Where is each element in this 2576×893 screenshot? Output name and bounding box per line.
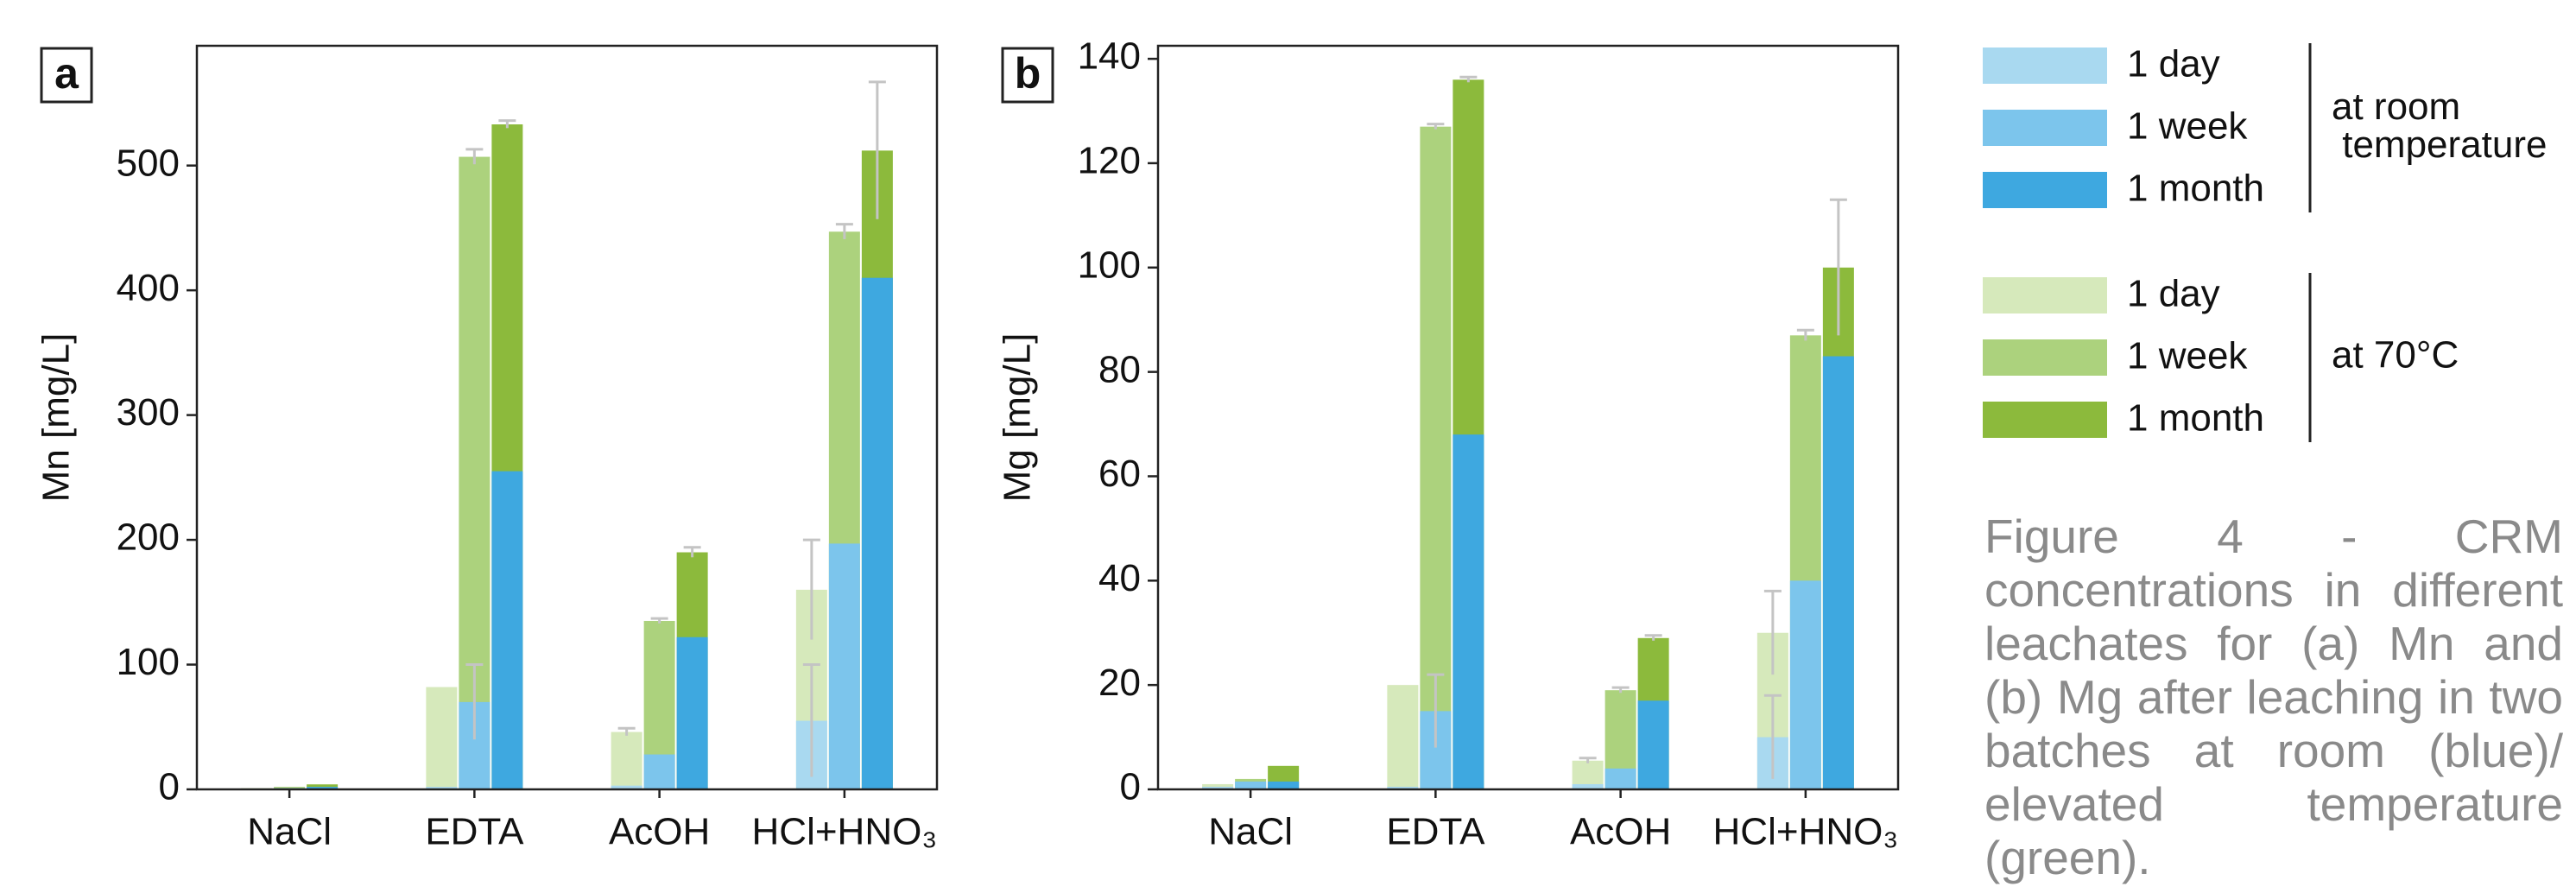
- legend-swatch: [1983, 339, 2107, 376]
- bar: [1387, 786, 1419, 789]
- bar: [307, 787, 339, 789]
- caption: Figure 4 - CRM concentrations in differe…: [1984, 510, 2563, 884]
- bar: [1789, 580, 1821, 789]
- x-tick-label: EDTA: [1386, 811, 1485, 853]
- bar: [643, 754, 675, 789]
- x-tick-label: EDTA: [425, 811, 524, 853]
- legend-label: 1 month: [2127, 397, 2264, 440]
- bar: [1637, 700, 1669, 789]
- bar: [828, 543, 860, 789]
- y-tick-label: 500: [117, 142, 180, 184]
- y-tick-label: 120: [1078, 140, 1141, 182]
- y-axis-label: Mg [mg/L]: [997, 333, 1039, 503]
- y-tick-label: 140: [1078, 35, 1141, 78]
- y-tick-label: 60: [1098, 453, 1141, 495]
- legend-label: 1 week: [2127, 335, 2248, 377]
- legend-label: 1 day: [2127, 43, 2220, 86]
- bar: [611, 785, 642, 789]
- legend-label: 1 day: [2127, 273, 2220, 315]
- x-tick-label: AcOH: [609, 811, 710, 853]
- y-tick-label: 0: [1120, 766, 1141, 808]
- legend-group-label: at room temperature: [2332, 86, 2547, 166]
- x-tick-label: HCl+HNO₃: [1713, 811, 1899, 853]
- bar: [1387, 685, 1419, 789]
- legend-swatch: [1983, 277, 2107, 314]
- legend-swatch: [1983, 48, 2107, 84]
- legend-swatch: [1983, 402, 2107, 438]
- x-tick-label: HCl+HNO₃: [752, 811, 938, 853]
- legend-label: 1 month: [2127, 168, 2264, 210]
- legend-swatch: [1983, 110, 2107, 146]
- y-tick-label: 100: [117, 641, 180, 683]
- plot-frame: [1156, 44, 1900, 791]
- y-tick-label: 200: [117, 516, 180, 559]
- x-tick-label: NaCl: [247, 811, 332, 853]
- bar: [1268, 781, 1300, 789]
- bar: [1572, 783, 1604, 789]
- bar: [1202, 786, 1234, 789]
- x-tick-label: AcOH: [1570, 811, 1671, 853]
- bar: [861, 277, 893, 789]
- bar: [676, 636, 708, 789]
- x-tick-label: NaCl: [1208, 811, 1293, 853]
- bar: [1822, 356, 1854, 789]
- y-tick-label: 20: [1098, 662, 1141, 704]
- bar: [1604, 768, 1636, 789]
- bar: [426, 687, 458, 789]
- legend-swatch: [1983, 172, 2107, 208]
- y-tick-label: 0: [159, 766, 180, 808]
- legend-group-label: at 70°C: [2332, 334, 2459, 377]
- panel-label: a: [54, 49, 79, 98]
- y-tick-label: 100: [1078, 244, 1141, 286]
- plot-frame: [195, 44, 939, 791]
- bar: [491, 471, 523, 789]
- y-tick-label: 300: [117, 391, 180, 434]
- y-tick-label: 40: [1098, 557, 1141, 599]
- panel-box: [1001, 47, 1054, 104]
- panel-label: b: [1015, 49, 1041, 98]
- bar: [611, 732, 642, 789]
- y-tick-label: 80: [1098, 348, 1141, 390]
- bar: [1453, 434, 1484, 789]
- legend-label: 1 week: [2127, 105, 2248, 148]
- panel-box: [40, 47, 93, 104]
- bar: [1235, 781, 1267, 789]
- y-axis-label: Mn [mg/L]: [35, 333, 78, 503]
- y-tick-label: 400: [117, 267, 180, 309]
- bar: [426, 787, 458, 789]
